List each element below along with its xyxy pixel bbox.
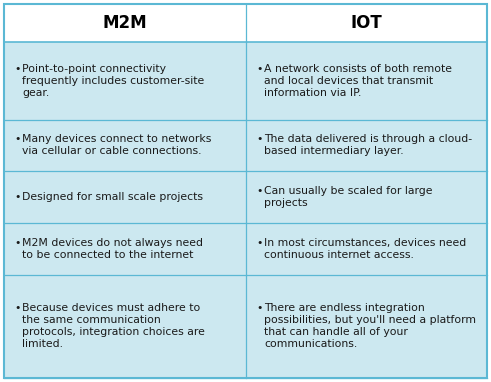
Text: gear.: gear.: [22, 88, 49, 98]
Text: M2M: M2M: [103, 14, 147, 32]
Text: Because devices must adhere to: Because devices must adhere to: [22, 303, 200, 313]
Text: communications.: communications.: [264, 340, 357, 350]
Text: that can handle all of your: that can handle all of your: [264, 327, 408, 337]
Text: •: •: [14, 134, 20, 144]
Text: The data delivered is through a cloud-: The data delivered is through a cloud-: [264, 134, 472, 144]
Text: •: •: [256, 64, 262, 74]
Text: •: •: [14, 192, 20, 202]
Text: •: •: [14, 238, 20, 248]
Text: the same communication: the same communication: [22, 315, 161, 325]
Text: IOT: IOT: [351, 14, 382, 32]
Text: frequently includes customer-site: frequently includes customer-site: [22, 76, 204, 86]
Bar: [4, 120, 487, 171]
Text: Point-to-point connectivity: Point-to-point connectivity: [22, 64, 166, 74]
Text: •: •: [256, 238, 262, 248]
Text: Designed for small scale projects: Designed for small scale projects: [22, 192, 203, 202]
Text: Many devices connect to networks: Many devices connect to networks: [22, 134, 211, 144]
Text: •: •: [14, 64, 20, 74]
Text: •: •: [256, 186, 262, 196]
Text: M2M devices do not always need: M2M devices do not always need: [22, 238, 203, 248]
Bar: [4, 4, 487, 42]
Text: A network consists of both remote: A network consists of both remote: [264, 64, 452, 74]
Text: based intermediary layer.: based intermediary layer.: [264, 146, 404, 157]
Text: via cellular or cable connections.: via cellular or cable connections.: [22, 146, 201, 157]
Text: Can usually be scaled for large: Can usually be scaled for large: [264, 186, 433, 196]
Text: projects: projects: [264, 198, 308, 208]
Text: information via IP.: information via IP.: [264, 88, 361, 98]
Text: continuous internet access.: continuous internet access.: [264, 250, 414, 260]
Text: In most circumstances, devices need: In most circumstances, devices need: [264, 238, 466, 248]
Text: and local devices that transmit: and local devices that transmit: [264, 76, 433, 86]
Text: to be connected to the internet: to be connected to the internet: [22, 250, 193, 260]
Bar: [4, 42, 487, 120]
Text: limited.: limited.: [22, 340, 63, 350]
Text: There are endless integration: There are endless integration: [264, 303, 425, 313]
Text: •: •: [14, 303, 20, 313]
Bar: [4, 223, 487, 275]
Text: •: •: [256, 303, 262, 313]
Text: protocols, integration choices are: protocols, integration choices are: [22, 327, 205, 337]
Bar: [4, 171, 487, 223]
Text: possibilities, but you'll need a platform: possibilities, but you'll need a platfor…: [264, 315, 476, 325]
Text: •: •: [256, 134, 262, 144]
Bar: [4, 275, 487, 378]
